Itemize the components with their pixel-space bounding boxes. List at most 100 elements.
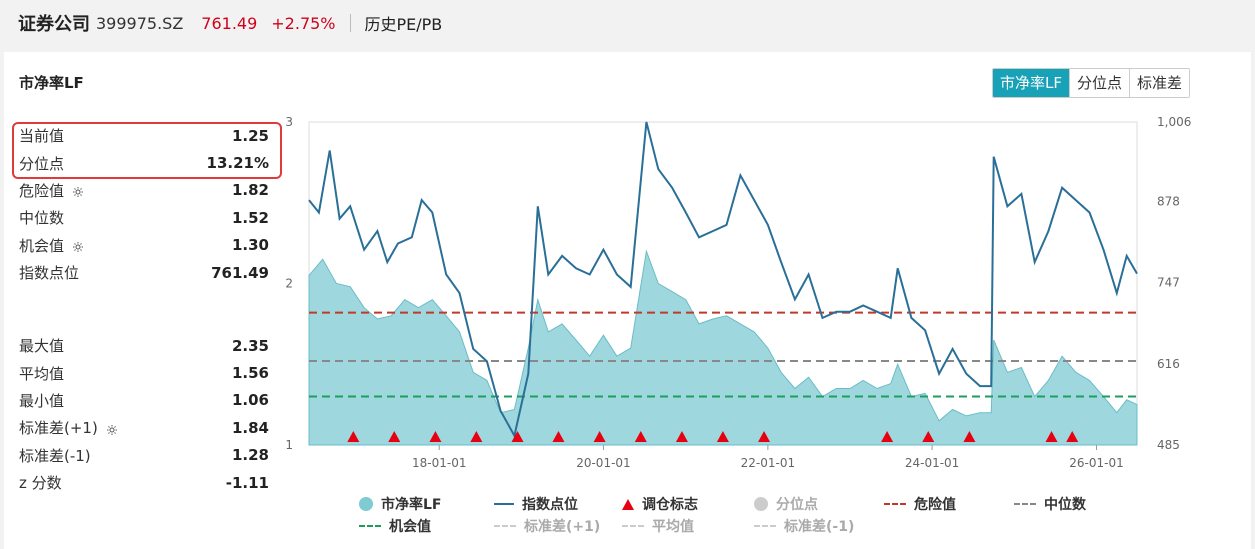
- stat-value: 1.30: [231, 236, 269, 255]
- legend-label: 标准差(+1): [524, 519, 601, 535]
- legend-item[interactable]: 调仓标志: [622, 494, 698, 514]
- legend-item[interactable]: 平均值: [622, 516, 694, 536]
- stat-value: 761.49: [211, 263, 269, 282]
- stat-label-text: 最小值: [19, 391, 65, 410]
- chart-card: 市净率LF 市净率LF 分位点 标准差 当前值 1.25 分位点 13.21% 危险值 1…: [4, 52, 1251, 549]
- stat-value: -1.11: [225, 473, 269, 492]
- legend-item[interactable]: 机会值: [359, 516, 431, 536]
- index-code: 399975.SZ: [96, 13, 184, 33]
- index-name: 证券公司: [18, 14, 90, 35]
- right-axis-tick: 485: [1157, 438, 1180, 452]
- stat-value: 1.82: [231, 181, 269, 200]
- rebalance-marker: [347, 431, 360, 442]
- left-axis-tick: 1: [285, 438, 293, 452]
- rebalance-marker: [922, 431, 935, 442]
- legend-label: 中位数: [1044, 497, 1086, 513]
- stat-label-text: 标准差(-1): [19, 446, 91, 465]
- segment-percentile[interactable]: 分位点: [1069, 69, 1130, 97]
- rebalance-marker: [593, 431, 606, 442]
- stat-value: 1.84: [231, 418, 269, 437]
- legend-dot-icon: [359, 497, 373, 511]
- stat-label: 标准差(+1): [19, 417, 118, 438]
- stat-label-text: 中位数: [19, 209, 65, 228]
- rebalance-marker: [963, 431, 976, 442]
- legend-dash-icon: [1014, 503, 1036, 505]
- legend-line-icon: [494, 503, 514, 505]
- segment-pb[interactable]: 市净率LF: [993, 69, 1069, 97]
- highlight-box: [12, 122, 282, 179]
- legend-label: 指数点位: [522, 497, 578, 513]
- stat-label: z 分数: [19, 472, 62, 493]
- legend-dash-icon: [359, 525, 381, 527]
- left-axis-tick: 2: [285, 277, 293, 291]
- gear-icon[interactable]: [72, 239, 84, 253]
- metric-segmented-control: 市净率LF 分位点 标准差: [992, 68, 1191, 98]
- card-title: 市净率LF: [19, 74, 84, 92]
- legend-dash-icon: [884, 503, 906, 505]
- stat-label-text: 平均值: [19, 364, 65, 383]
- stat-label: 机会值: [19, 235, 84, 256]
- legend-label: 标准差(-1): [784, 519, 855, 535]
- legend-dot-icon: [754, 497, 768, 511]
- stat-label: 分位点: [19, 153, 64, 174]
- header-divider: [349, 14, 351, 32]
- legend-dash-icon: [754, 525, 776, 527]
- right-axis-tick: 616: [1157, 357, 1180, 371]
- rebalance-marker: [388, 431, 401, 442]
- legend-label: 市净率LF: [381, 497, 442, 513]
- stat-label-text: 分位点: [19, 154, 65, 173]
- stat-value: 1.06: [231, 391, 269, 410]
- legend-item[interactable]: 分位点: [754, 494, 818, 514]
- pb-chart: 1 2 3 485 616 747 878 1,006 18-01-01 20-01-01 22-0…: [285, 115, 1191, 470]
- legend-item[interactable]: 标准差(-1): [754, 516, 854, 536]
- rebalance-marker: [511, 431, 524, 442]
- legend-item[interactable]: 市净率LF: [359, 494, 441, 514]
- stat-row: 分位点 13.21%: [19, 149, 269, 176]
- stat-label-text: 指数点位: [19, 264, 80, 283]
- right-axis-tick: 747: [1157, 276, 1180, 290]
- legend-label: 分位点: [776, 497, 818, 513]
- stat-label-text: 最大值: [19, 337, 65, 356]
- rebalance-marker: [881, 431, 894, 442]
- legend-label: 危险值: [914, 497, 956, 513]
- legend-item[interactable]: 标准差(+1): [494, 516, 600, 536]
- stat-value: 1.25: [231, 126, 269, 145]
- x-axis-tick: 22-01-01: [741, 456, 795, 470]
- rebalance-marker: [716, 431, 729, 442]
- x-axis-tick: 24-01-01: [905, 456, 959, 470]
- stat-label-text: 当前值: [19, 127, 65, 146]
- legend-item[interactable]: 危险值: [884, 494, 956, 514]
- right-axis-tick: 878: [1157, 194, 1180, 208]
- index-price: 761.49: [201, 13, 258, 33]
- legend-item[interactable]: 中位数: [1014, 494, 1086, 514]
- left-axis-tick: 3: [285, 115, 293, 129]
- rebalance-marker: [1045, 431, 1058, 442]
- stat-row: 中位数 1.52: [19, 204, 269, 231]
- index-line-series: [308, 121, 1138, 439]
- stat-label-text: 标准差(+1): [19, 419, 98, 438]
- gear-icon[interactable]: [72, 184, 84, 198]
- stat-value: 1.52: [231, 208, 269, 227]
- stat-row: 标准差(+1) 1.84: [19, 414, 269, 441]
- pb-area-series: [308, 249, 1138, 446]
- stat-label: 当前值: [19, 125, 64, 146]
- legend-label: 调仓标志: [642, 497, 698, 513]
- stat-row: 平均值 1.56: [19, 359, 269, 386]
- legend-label: 平均值: [652, 519, 694, 535]
- gear-icon[interactable]: [106, 422, 118, 435]
- header-tab-pe-pb[interactable]: 历史PE/PB: [364, 15, 443, 34]
- rebalance-marker: [552, 431, 565, 442]
- legend-triangle-icon: [622, 498, 634, 510]
- legend-dash-icon: [494, 525, 516, 527]
- legend-item[interactable]: 指数点位: [494, 494, 578, 514]
- stat-label: 危险值: [19, 180, 84, 201]
- stat-value: 1.28: [231, 446, 269, 465]
- segment-stddev[interactable]: 标准差: [1129, 69, 1190, 97]
- right-axis-tick: 1,006: [1157, 115, 1191, 129]
- stat-label: 最小值: [19, 390, 64, 411]
- stat-row: 危险值 1.82: [19, 177, 269, 204]
- stat-value: 1.56: [231, 364, 269, 383]
- stat-row: 指数点位 761.49: [19, 259, 269, 286]
- stat-row: 最小值 1.06: [19, 387, 269, 414]
- stat-label-text: 危险值: [19, 181, 65, 200]
